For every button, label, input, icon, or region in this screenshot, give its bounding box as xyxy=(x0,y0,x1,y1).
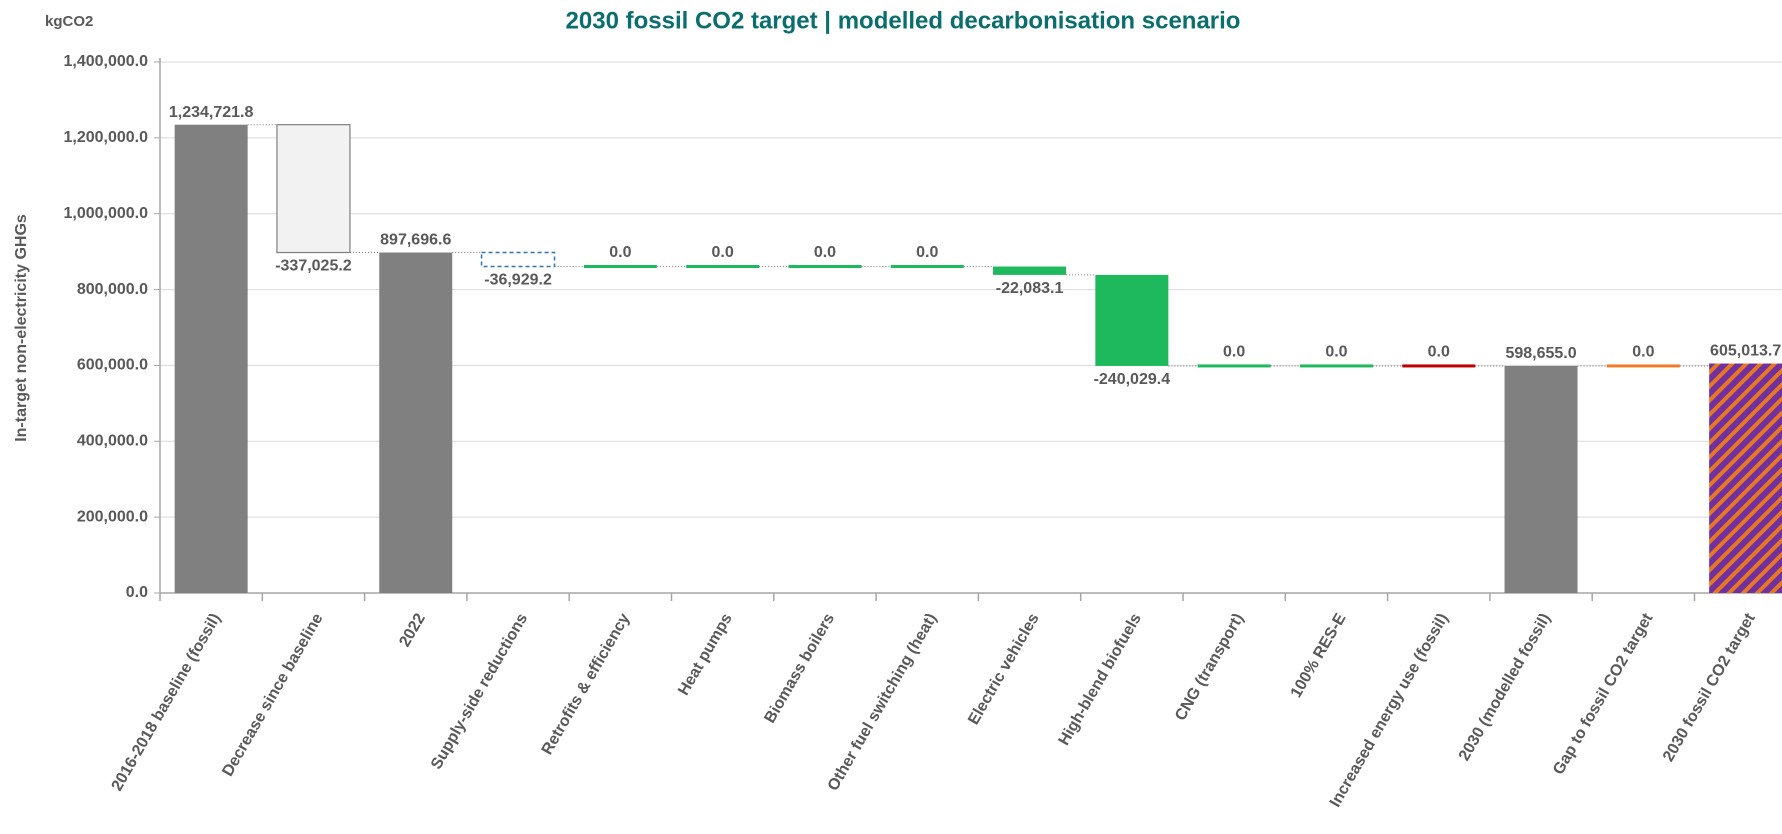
y-tick-label: 0.0 xyxy=(126,584,148,601)
chart-title: 2030 fossil CO2 target | modelled decarb… xyxy=(566,7,1241,34)
bar xyxy=(1197,364,1271,368)
data-label: 0.0 xyxy=(814,244,836,261)
bar xyxy=(1095,274,1169,366)
data-label: 0.0 xyxy=(609,244,631,261)
bar xyxy=(993,266,1067,275)
x-tick-label: Retrofits & efficiency xyxy=(539,611,634,758)
y-axis-label: In-target non-electricity GHGs xyxy=(13,214,30,442)
y-tick-label: 1,200,000.0 xyxy=(63,129,148,146)
y-tick-label: 1,400,000.0 xyxy=(63,53,148,70)
data-label: 598,655.0 xyxy=(1505,345,1576,362)
x-tick-label: 100% RES-E xyxy=(1288,610,1350,700)
x-tick-label: Decrease since baseline xyxy=(219,611,326,780)
bar xyxy=(1504,365,1578,593)
x-tick-label: 2016-2018 baseline (fossil) xyxy=(109,611,225,794)
bar xyxy=(379,252,453,593)
bar xyxy=(583,265,657,269)
unit-label: kgCO2 xyxy=(45,13,93,30)
bar xyxy=(174,124,248,594)
data-label: -22,083.1 xyxy=(996,280,1064,297)
bar xyxy=(686,265,760,269)
x-tick-label: 2022 xyxy=(396,611,429,650)
data-label: 0.0 xyxy=(1428,344,1450,361)
bar xyxy=(1402,364,1476,368)
x-tick-label: Other fuel switching (heat) xyxy=(825,611,941,794)
x-tick-label: Heat pumps xyxy=(675,611,736,699)
x-tick-label: 2030 fossil CO2 target xyxy=(1660,610,1759,765)
y-tick-label: 400,000.0 xyxy=(77,433,148,450)
data-label: 897,696.6 xyxy=(380,232,451,249)
x-tick-label: 2030 (modelled fossil) xyxy=(1456,611,1554,764)
x-tick-label: CNG (transport) xyxy=(1172,611,1247,724)
bar xyxy=(890,265,964,269)
y-tick-label: 800,000.0 xyxy=(77,281,148,298)
data-label: 1,234,721.8 xyxy=(169,104,254,121)
data-label: 0.0 xyxy=(1325,344,1347,361)
x-tick-label: Gap to fossil CO2 target xyxy=(1550,610,1657,778)
data-label: -337,025.2 xyxy=(275,258,352,275)
bar xyxy=(480,251,556,268)
y-tick-label: 1,000,000.0 xyxy=(63,205,148,222)
y-tick-label: 600,000.0 xyxy=(77,357,148,374)
data-label: 0.0 xyxy=(1632,344,1654,361)
bar xyxy=(1606,364,1680,368)
data-label: -240,029.4 xyxy=(1094,371,1171,388)
x-tick-label: Supply-side reductions xyxy=(428,611,531,773)
data-label: 0.0 xyxy=(916,244,938,261)
bar xyxy=(1709,363,1782,593)
bar xyxy=(788,265,862,269)
x-tick-label: Electric vehicles xyxy=(965,611,1042,728)
data-label: 0.0 xyxy=(1223,344,1245,361)
data-label: 605,013.7 xyxy=(1710,343,1781,360)
y-tick-label: 200,000.0 xyxy=(77,508,148,525)
x-tick-label: Increased energy use (fossil) xyxy=(1327,611,1452,810)
data-label: 0.0 xyxy=(712,244,734,261)
x-tick-label: Biomass boilers xyxy=(762,611,839,727)
data-label: -36,929.2 xyxy=(484,272,552,289)
x-tick-label: High-blend biofuels xyxy=(1056,611,1145,749)
bar xyxy=(276,124,351,254)
bar xyxy=(1299,364,1373,368)
